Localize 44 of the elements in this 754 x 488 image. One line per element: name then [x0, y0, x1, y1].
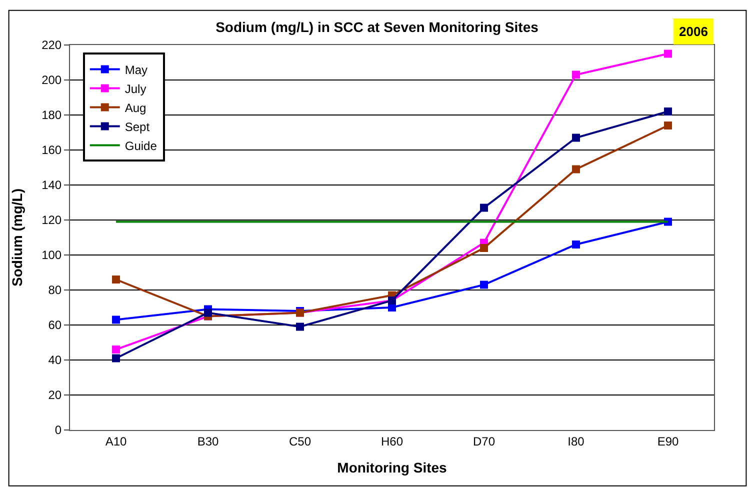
point: [480, 204, 488, 212]
chart-title: Sodium (mg/L) in SCC at Seven Monitoring Sites: [216, 18, 539, 35]
y-tick-label: 160: [42, 143, 62, 158]
x-tick-label: E90: [657, 434, 679, 448]
x-tick-label: C50: [288, 434, 312, 448]
point: [480, 280, 488, 289]
x-tick-label: H60: [380, 434, 404, 448]
y-tick-label: 220: [42, 38, 62, 52]
point: [572, 165, 580, 174]
y-tick-label: 20: [48, 388, 62, 402]
legend-label: Aug: [124, 100, 146, 115]
y-tick-label: 0: [54, 423, 62, 438]
x-tick-label: A10: [105, 434, 127, 448]
x-axis-title: Monitoring Sites: [337, 460, 448, 476]
point: [204, 308, 212, 317]
y-tick-label: 40: [48, 353, 62, 368]
point: [112, 354, 120, 362]
text: 2006: [679, 24, 708, 39]
y-tick-label: 200: [42, 73, 62, 88]
x-tick-label: B30: [197, 434, 219, 448]
point: [664, 122, 672, 130]
legend-label: Sept: [124, 120, 150, 134]
point: [296, 322, 304, 331]
point: [572, 240, 580, 248]
y-tick-label: 60: [48, 318, 62, 332]
point: [112, 316, 120, 324]
point: [112, 276, 120, 284]
legend-label: May: [124, 62, 148, 77]
point: [664, 50, 672, 58]
point: [480, 244, 488, 252]
y-tick-label: 100: [42, 248, 62, 262]
legend-label: July: [124, 82, 146, 96]
legend-label: Guide: [124, 138, 158, 153]
y-tick-label: 80: [48, 283, 62, 298]
y-axis-title: Sodium (mg/L): [9, 188, 26, 286]
point: [572, 70, 580, 79]
y-tick-label: 180: [42, 108, 62, 122]
point: [572, 134, 580, 142]
point: [664, 108, 672, 116]
point: [112, 346, 120, 354]
x-tick-label: I80: [568, 434, 585, 448]
y-tick-label: 140: [42, 178, 62, 192]
y-tick-label: 120: [42, 213, 62, 228]
x-tick-label: D70: [472, 434, 496, 448]
